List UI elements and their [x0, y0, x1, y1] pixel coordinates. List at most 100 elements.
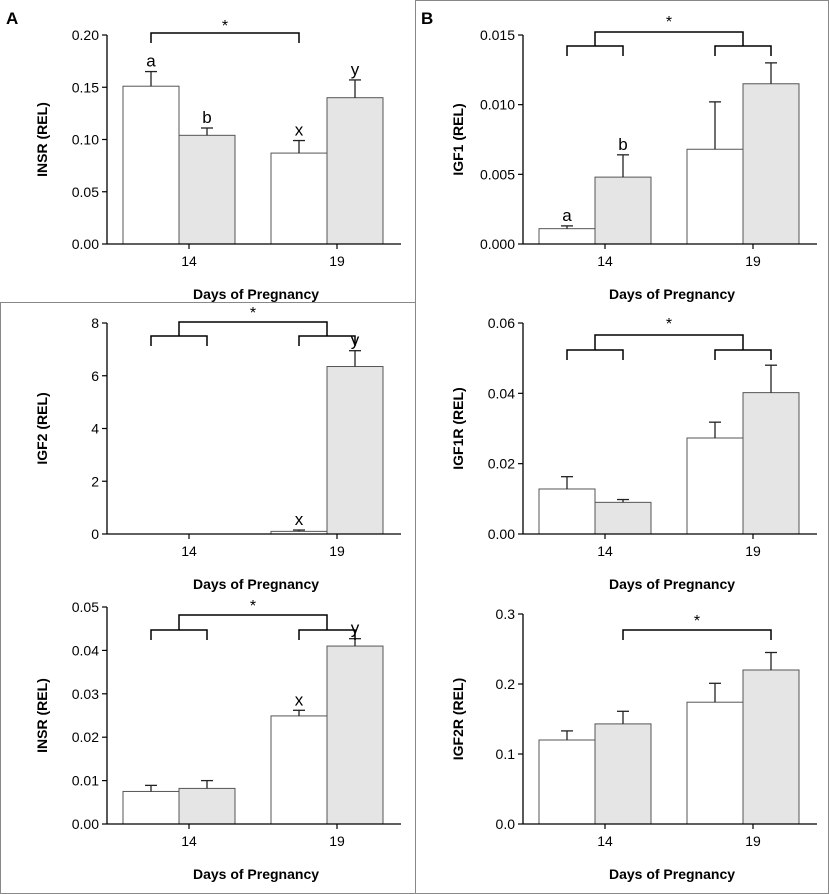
significance-group-bracket-14	[566, 349, 624, 360]
x-tick-label: 14	[181, 543, 197, 559]
bar-treated-19	[326, 97, 384, 245]
significance-group-bracket-14	[150, 629, 208, 640]
y-tick-label: 0.015	[480, 27, 515, 43]
y-tick-label: 2	[91, 473, 99, 489]
y-tick-label: 0.010	[480, 97, 515, 113]
x-axis-title: Days of Pregnancy	[193, 866, 319, 882]
y-tick-label: 0.04	[72, 642, 99, 658]
significance-star: *	[666, 14, 672, 31]
x-tick-label: 14	[181, 833, 197, 849]
significance-group-bracket-19	[298, 335, 356, 346]
y-tick-label: 6	[91, 368, 99, 384]
significance-bracket	[150, 32, 300, 43]
y-tick-label: 0.3	[496, 606, 516, 622]
y-tick-label: 8	[91, 315, 99, 331]
x-tick-label: 14	[597, 253, 613, 269]
bar-control-14	[538, 739, 596, 825]
significance-star: *	[222, 18, 228, 35]
y-tick-label: 0.15	[72, 79, 99, 95]
significance-star: *	[250, 598, 256, 615]
bar-treated-14	[178, 787, 236, 825]
x-tick-label: 19	[745, 253, 761, 269]
bar-treated-19	[326, 366, 384, 535]
significance-group-bracket-14	[150, 335, 208, 346]
y-tick-label: 0.20	[72, 27, 99, 43]
significance-group-bracket-14	[566, 45, 624, 56]
significance-star: *	[666, 316, 672, 333]
significance-bracket	[622, 629, 772, 640]
chart-insr-panel-b: x y 0.00 0.01 0.02 0.03 0.04 0.05 14 19 Days of Pr…	[34, 598, 401, 882]
chart-igf2r: 0.0 0.1 0.2 0.3 14 19 Days of Pregnancy IGF2R (…	[450, 606, 817, 882]
significance-star: *	[250, 305, 256, 322]
x-tick-label: 14	[597, 833, 613, 849]
significance-bracket	[178, 614, 328, 630]
y-tick-label: 0.02	[72, 729, 99, 745]
x-tick-label: 19	[745, 833, 761, 849]
y-tick-label: 0.2	[496, 676, 516, 692]
x-tick-label: 19	[329, 543, 345, 559]
bar-control-19	[270, 715, 328, 825]
chart-igf1: a b 0.000 0.005 0.010 0.015 14 19 Days of Pregna…	[450, 14, 817, 302]
y-tick-label: 0.00	[72, 236, 99, 252]
bar-treated-19	[742, 392, 800, 535]
bar-control-14	[538, 488, 596, 535]
chart-igf1r: 0.00 0.02 0.04 0.06 14 19 Days of Pregnancy IGF…	[450, 315, 817, 592]
x-tick-label: 19	[329, 253, 345, 269]
letter-label-treated-19: y	[351, 619, 360, 638]
letter-label-treated-19: y	[351, 60, 360, 79]
letter-label-control-14: a	[146, 52, 156, 71]
letter-label-treated-14: b	[618, 135, 627, 154]
significance-group-bracket-19	[298, 629, 356, 640]
y-tick-label: 0.02	[488, 456, 515, 472]
bar-treated-14	[594, 723, 652, 825]
letter-label-control-19: x	[295, 121, 304, 140]
x-axis-title: Days of Pregnancy	[193, 286, 319, 302]
x-axis-title: Days of Pregnancy	[193, 576, 319, 592]
y-tick-label: 0.00	[488, 526, 515, 542]
y-tick-label: 0.1	[496, 746, 516, 762]
significance-bracket	[594, 31, 744, 46]
letter-label-control-19: x	[295, 690, 304, 709]
bar-control-14	[122, 790, 180, 825]
significance-star: *	[694, 613, 700, 630]
y-tick-label: 0.10	[72, 132, 99, 148]
y-tick-label: 0.04	[488, 385, 515, 401]
y-tick-label: 0	[91, 526, 99, 542]
x-axis-title: Days of Pregnancy	[609, 866, 735, 882]
bar-treated-14	[594, 176, 652, 245]
x-tick-label: 19	[329, 833, 345, 849]
x-axis-title: Days of Pregnancy	[609, 576, 735, 592]
y-tick-label: 0.00	[72, 816, 99, 832]
y-tick-label: 4	[91, 421, 99, 437]
bar-treated-14	[178, 134, 236, 245]
panel-label-b: B	[421, 9, 433, 28]
significance-bracket	[594, 334, 744, 350]
y-tick-label: 0.03	[72, 686, 99, 702]
y-tick-label: 0.01	[72, 773, 99, 789]
letter-label-control-19: x	[295, 510, 304, 529]
bar-treated-19	[742, 669, 800, 825]
y-tick-label: 0.06	[488, 315, 515, 331]
x-tick-label: 14	[181, 253, 197, 269]
y-axis-title: INSR (REL)	[34, 678, 50, 753]
bar-treated-19	[742, 83, 800, 245]
bar-control-19	[686, 437, 744, 535]
y-tick-label: 0.000	[480, 236, 515, 252]
bar-control-14	[122, 85, 180, 245]
x-tick-label: 19	[745, 543, 761, 559]
y-tick-label: 0.0	[496, 816, 516, 832]
bar-control-14	[538, 228, 596, 245]
bar-control-19	[686, 701, 744, 825]
bar-control-19	[686, 148, 744, 245]
bar-treated-14	[594, 501, 652, 535]
bar-control-19	[270, 152, 328, 245]
y-tick-label: 0.05	[72, 599, 99, 615]
significance-bracket	[178, 321, 328, 336]
x-tick-label: 14	[597, 543, 613, 559]
y-tick-label: 0.005	[480, 166, 515, 182]
significance-group-bracket-19	[714, 45, 772, 56]
y-axis-title: INSR (REL)	[34, 102, 50, 177]
significance-group-bracket-19	[714, 349, 772, 360]
